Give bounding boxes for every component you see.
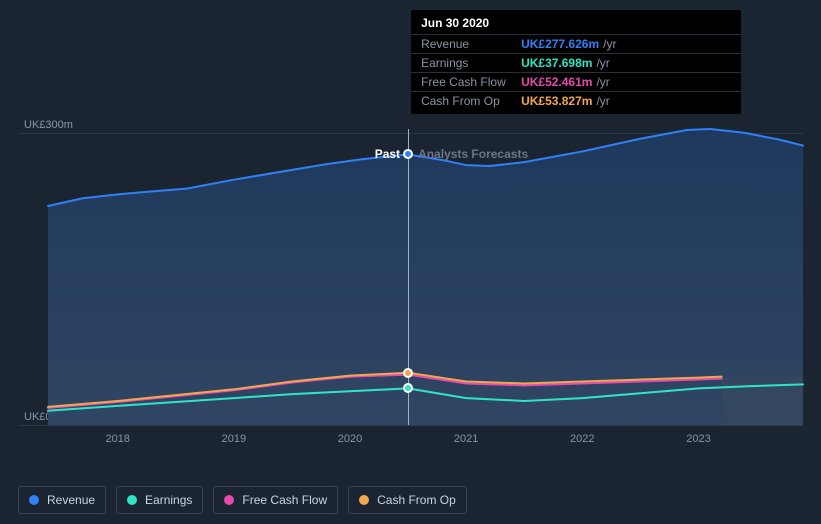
legend-item-label: Free Cash Flow xyxy=(242,493,327,507)
tooltip-row-value: UK£53.827m xyxy=(521,94,592,108)
cfo-line xyxy=(48,373,722,407)
revenue-line xyxy=(48,129,803,206)
tooltip-row-value: UK£52.461m xyxy=(521,75,592,89)
tooltip-title: Jun 30 2020 xyxy=(411,16,741,34)
gridline-0 xyxy=(18,425,803,426)
fcf-line xyxy=(48,375,722,408)
legend-item-earnings[interactable]: Earnings xyxy=(116,486,203,514)
tooltip-row-label: Earnings xyxy=(421,56,521,70)
legend-swatch-icon xyxy=(224,495,234,505)
tooltip-row-revenue: RevenueUK£277.626m/yr xyxy=(411,34,741,53)
x-axis-label-2019: 2019 xyxy=(222,433,246,445)
marker-dot-earnings xyxy=(403,383,413,393)
legend-item-label: Revenue xyxy=(47,493,95,507)
y-axis-label-0: UK£0 xyxy=(24,411,52,423)
tooltip-row-cash-from-op: Cash From OpUK£53.827m/yr xyxy=(411,91,741,110)
tooltip-row-value: UK£277.626m xyxy=(521,37,599,51)
y-axis-label-300: UK£300m xyxy=(24,119,73,131)
x-axis-label-2018: 2018 xyxy=(105,433,129,445)
tooltip-row-value: UK£37.698m xyxy=(521,56,592,70)
gridline-300 xyxy=(18,133,803,134)
marker-dot-revenue xyxy=(403,149,413,159)
tooltip-row-free-cash-flow: Free Cash FlowUK£52.461m/yr xyxy=(411,72,741,91)
legend-swatch-icon xyxy=(127,495,137,505)
tooltip-row-label: Revenue xyxy=(421,37,521,51)
x-axis-label-2022: 2022 xyxy=(570,433,594,445)
marker-dot-cfo xyxy=(403,368,413,378)
legend-item-revenue[interactable]: Revenue xyxy=(18,486,106,514)
chart-legend: Revenue Earnings Free Cash Flow Cash From O… xyxy=(18,486,467,514)
tooltip-row-earnings: EarningsUK£37.698m/yr xyxy=(411,53,741,72)
tooltip-row-unit: /yr xyxy=(596,56,609,70)
tooltip-row-unit: /yr xyxy=(596,75,609,89)
forecast-label: Analysts Forecasts xyxy=(418,147,528,161)
legend-item-label: Cash From Op xyxy=(377,493,456,507)
legend-swatch-icon xyxy=(359,495,369,505)
x-axis-label-2023: 2023 xyxy=(686,433,710,445)
legend-item-label: Earnings xyxy=(145,493,192,507)
chart-tooltip: Jun 30 2020 RevenueUK£277.626m/yrEarning… xyxy=(411,10,741,114)
financials-chart: UK£300m UK£0 Past Analysts Forecasts Jun… xyxy=(0,0,821,524)
earnings-line xyxy=(48,384,803,410)
tooltip-row-unit: /yr xyxy=(603,37,616,51)
tooltip-row-unit: /yr xyxy=(596,94,609,108)
marker-vertical-line xyxy=(408,129,409,425)
revenue-area xyxy=(48,129,803,425)
x-axis-label-2021: 2021 xyxy=(454,433,478,445)
forecast-extension-block xyxy=(722,377,803,426)
tooltip-row-label: Free Cash Flow xyxy=(421,75,521,89)
x-axis-label-2020: 2020 xyxy=(338,433,362,445)
legend-swatch-icon xyxy=(29,495,39,505)
legend-item-fcf[interactable]: Free Cash Flow xyxy=(213,486,338,514)
past-label: Past xyxy=(348,147,400,161)
tooltip-row-label: Cash From Op xyxy=(421,94,521,108)
legend-item-cfo[interactable]: Cash From Op xyxy=(348,486,467,514)
